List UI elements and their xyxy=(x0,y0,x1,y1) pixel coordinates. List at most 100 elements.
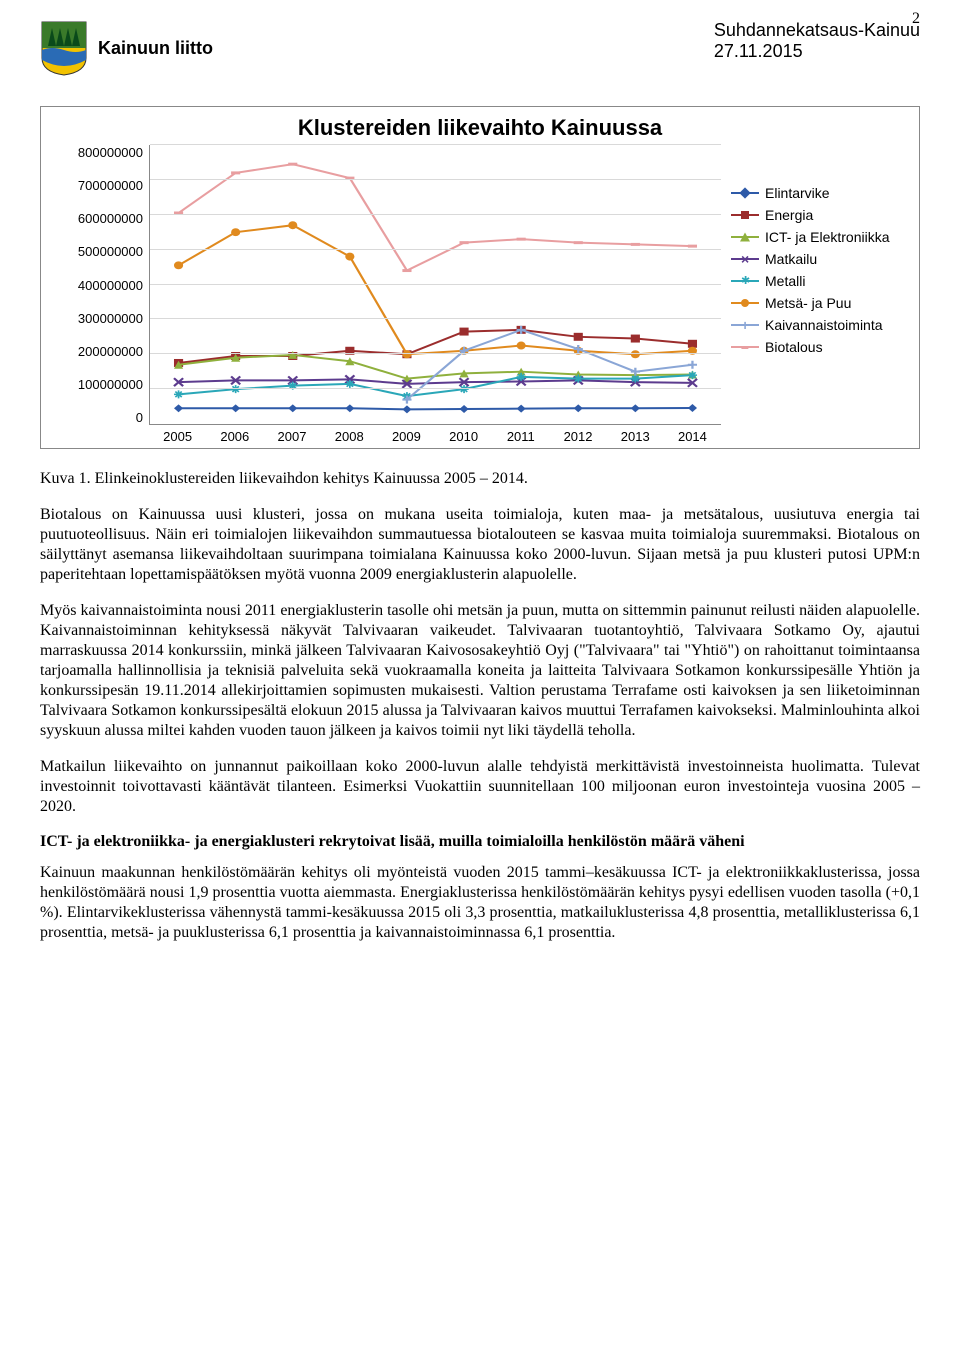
series-marker xyxy=(459,405,468,413)
series-marker xyxy=(174,261,183,269)
legend-item: + Kaivannaistoiminta xyxy=(731,317,907,333)
series-marker xyxy=(231,385,240,393)
chart-x-axis: 2005200620072008200920102011201220132014 xyxy=(149,425,721,444)
x-tick-label: 2011 xyxy=(492,429,549,444)
chart-plot-area xyxy=(149,145,721,425)
chart-lines xyxy=(150,145,721,424)
series-marker xyxy=(288,404,297,412)
page-header: Kainuun liitto Suhdannekatsaus-Kainuu 27… xyxy=(40,20,920,76)
x-tick-label: 2008 xyxy=(321,429,378,444)
legend-label: Metalli xyxy=(765,273,805,289)
paragraph-2: Myös kaivannaistoiminta nousi 2011 energ… xyxy=(40,601,920,741)
series-marker xyxy=(688,371,697,379)
y-tick-label: 300000000 xyxy=(49,311,143,326)
body-text: Kuva 1. Elinkeinoklustereiden liikevaihd… xyxy=(40,469,920,943)
legend-item: Metsä- ja Puu xyxy=(731,295,907,311)
x-tick-label: 2006 xyxy=(206,429,263,444)
org-name: Kainuun liitto xyxy=(98,38,213,59)
legend-label: Matkailu xyxy=(765,251,817,267)
doc-title: Suhdannekatsaus-Kainuu xyxy=(714,20,920,41)
series-marker xyxy=(517,405,526,413)
y-tick-label: 600000000 xyxy=(49,211,143,226)
chart-container: Klustereiden liikevaihto Kainuussa 80000… xyxy=(40,106,920,449)
gridline xyxy=(150,388,721,389)
series-marker xyxy=(345,253,354,261)
gridline xyxy=(150,284,721,285)
series-marker xyxy=(574,375,583,383)
y-tick-label: 100000000 xyxy=(49,377,143,392)
legend-item: Elintarvike xyxy=(731,185,907,201)
series-marker xyxy=(231,404,240,412)
series-marker xyxy=(288,221,297,229)
series-marker xyxy=(631,375,640,383)
x-tick-label: 2009 xyxy=(378,429,435,444)
x-tick-label: 2013 xyxy=(607,429,664,444)
legend-label: Metsä- ja Puu xyxy=(765,295,851,311)
legend-label: Elintarvike xyxy=(765,185,830,201)
series-marker xyxy=(688,404,697,412)
chart-y-axis: 800000000 700000000 600000000 500000000 4000… xyxy=(49,145,149,425)
x-tick-label: 2010 xyxy=(435,429,492,444)
legend-swatch: – xyxy=(731,346,759,348)
legend-label: Biotalous xyxy=(765,339,823,355)
page-number: 2 xyxy=(912,10,920,28)
series-line xyxy=(179,379,693,384)
series-marker xyxy=(174,404,183,412)
chart-legend: Elintarvike Energia ICT- ja Elektroniikka ×… xyxy=(721,145,911,444)
series-marker xyxy=(345,404,354,412)
x-tick-label: 2007 xyxy=(263,429,320,444)
legend-swatch: + xyxy=(731,324,759,326)
legend-label: Kaivannaistoiminta xyxy=(765,317,883,333)
doc-date: 27.11.2015 xyxy=(714,41,920,62)
legend-item: – Biotalous xyxy=(731,339,907,355)
gridline xyxy=(150,249,721,250)
series-marker xyxy=(574,404,583,412)
series-marker xyxy=(402,405,411,413)
legend-swatch: × xyxy=(731,258,759,260)
legend-item: Energia xyxy=(731,207,907,223)
legend-item: ICT- ja Elektroniikka xyxy=(731,229,907,245)
series-marker xyxy=(688,361,697,369)
gridline xyxy=(150,318,721,319)
series-marker xyxy=(174,390,183,398)
legend-swatch: ✱ xyxy=(731,280,759,282)
series-marker xyxy=(402,350,411,358)
series-marker xyxy=(631,404,640,412)
chart-title: Klustereiden liikevaihto Kainuussa xyxy=(49,115,911,141)
series-marker xyxy=(459,328,468,336)
y-tick-label: 700000000 xyxy=(49,178,143,193)
x-tick-label: 2005 xyxy=(149,429,206,444)
gridline xyxy=(150,353,721,354)
legend-swatch xyxy=(731,214,759,216)
section-heading: ICT- ja elektroniikka- ja energiakluster… xyxy=(40,833,920,851)
kainuu-logo xyxy=(40,20,88,76)
paragraph-4: Kainuun maakunnan henkilöstömäärän kehit… xyxy=(40,863,920,943)
series-marker xyxy=(631,335,640,343)
y-tick-label: 400000000 xyxy=(49,278,143,293)
y-tick-label: 500000000 xyxy=(49,244,143,259)
legend-item: × Matkailu xyxy=(731,251,907,267)
legend-swatch xyxy=(731,192,759,194)
series-marker xyxy=(517,342,526,350)
y-tick-label: 200000000 xyxy=(49,344,143,359)
x-tick-label: 2014 xyxy=(664,429,721,444)
header-left: Kainuun liitto xyxy=(40,20,213,76)
series-line xyxy=(179,164,693,270)
series-line xyxy=(179,330,693,363)
paragraph-3: Matkailun liikevaihto on junnannut paiko… xyxy=(40,757,920,817)
legend-item: ✱ Metalli xyxy=(731,273,907,289)
gridline xyxy=(150,144,721,145)
series-marker xyxy=(231,228,240,236)
legend-swatch xyxy=(731,302,759,304)
series-marker xyxy=(688,340,697,348)
legend-swatch xyxy=(731,236,759,238)
y-tick-label: 800000000 xyxy=(49,145,143,160)
series-line xyxy=(179,408,693,409)
gridline xyxy=(150,214,721,215)
legend-label: Energia xyxy=(765,207,813,223)
gridline xyxy=(150,179,721,180)
series-marker xyxy=(574,333,583,341)
legend-label: ICT- ja Elektroniikka xyxy=(765,229,889,245)
y-tick-label: 0 xyxy=(49,410,143,425)
header-right: Suhdannekatsaus-Kainuu 27.11.2015 xyxy=(714,20,920,62)
